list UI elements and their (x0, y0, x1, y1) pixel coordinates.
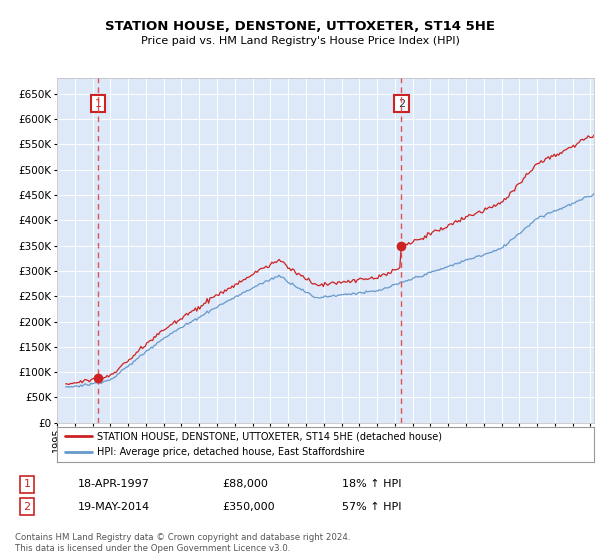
Text: 57% ↑ HPI: 57% ↑ HPI (342, 502, 401, 512)
Text: 1: 1 (94, 99, 101, 109)
Text: STATION HOUSE, DENSTONE, UTTOXETER, ST14 5HE: STATION HOUSE, DENSTONE, UTTOXETER, ST14… (105, 20, 495, 32)
Text: Contains HM Land Registry data © Crown copyright and database right 2024.
This d: Contains HM Land Registry data © Crown c… (15, 533, 350, 553)
Text: STATION HOUSE, DENSTONE, UTTOXETER, ST14 5HE (detached house): STATION HOUSE, DENSTONE, UTTOXETER, ST14… (97, 431, 442, 441)
Text: £350,000: £350,000 (222, 502, 275, 512)
Text: £88,000: £88,000 (222, 479, 268, 489)
Text: Price paid vs. HM Land Registry's House Price Index (HPI): Price paid vs. HM Land Registry's House … (140, 36, 460, 46)
Text: 19-MAY-2014: 19-MAY-2014 (78, 502, 150, 512)
Text: 18% ↑ HPI: 18% ↑ HPI (342, 479, 401, 489)
Text: 2: 2 (23, 502, 31, 512)
Text: HPI: Average price, detached house, East Staffordshire: HPI: Average price, detached house, East… (97, 447, 365, 458)
Text: 18-APR-1997: 18-APR-1997 (78, 479, 150, 489)
Text: 2: 2 (398, 99, 405, 109)
Text: 1: 1 (23, 479, 31, 489)
